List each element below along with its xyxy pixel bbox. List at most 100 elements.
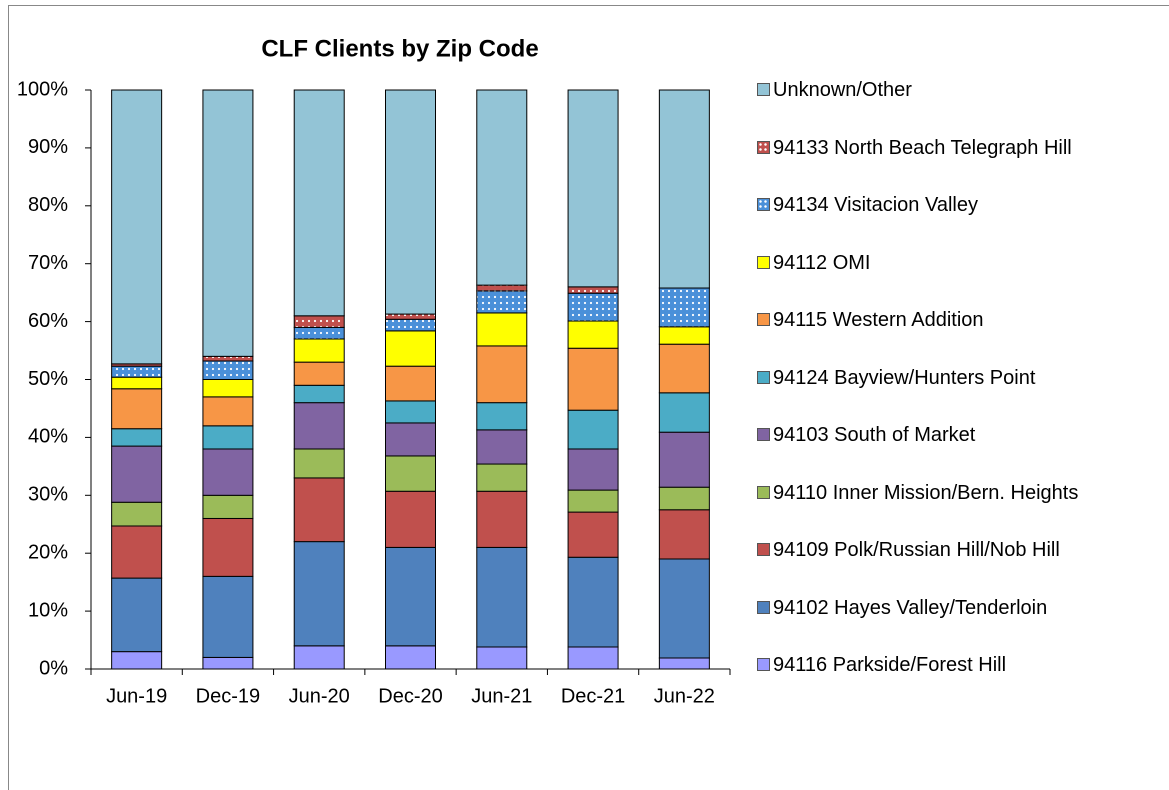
legend-swatch xyxy=(757,198,770,211)
bar-segment xyxy=(111,428,163,447)
bar-segment xyxy=(293,384,345,404)
y-tick-label: 80% xyxy=(28,194,68,216)
bar-segment xyxy=(567,489,619,513)
bar-segment xyxy=(293,89,345,317)
bar-segment xyxy=(567,448,619,491)
bar-segment xyxy=(658,287,710,328)
bar-segment xyxy=(293,315,345,328)
bar-segment xyxy=(385,365,436,402)
legend-item: 94103 South of Market xyxy=(757,424,1147,446)
bar-segment xyxy=(658,326,710,345)
bar-segment xyxy=(202,379,254,398)
x-tick-label: Dec-19 xyxy=(196,685,260,707)
bar-segment xyxy=(476,646,528,670)
bar-segment xyxy=(202,425,254,450)
legend-item: 94110 Inner Mission/Bern. Heights xyxy=(757,482,1147,504)
legend-item: 94124 Bayview/Hunters Point xyxy=(757,367,1147,389)
bar-segment xyxy=(293,477,345,543)
bar-segment xyxy=(202,396,254,427)
bar-segment xyxy=(476,290,528,314)
legend-swatch xyxy=(757,140,770,154)
bar-segment xyxy=(111,651,163,670)
bar-segment xyxy=(385,546,436,647)
bar-segment xyxy=(111,445,163,503)
bar-segment xyxy=(111,525,163,579)
legend-swatch xyxy=(757,428,770,441)
legend-swatch xyxy=(757,658,770,671)
legend-item: 94133 North Beach Telegraph Hill xyxy=(757,137,1147,159)
bar-segment xyxy=(385,645,436,670)
bar-segment xyxy=(111,89,163,365)
x-tick-label: Jun-21 xyxy=(471,685,532,707)
legend-item: 94116 Parkside/Forest Hill xyxy=(757,654,1147,676)
bar-segment xyxy=(476,490,528,548)
chart-title: CLF Clients by Zip Code xyxy=(261,35,538,62)
legend-label: Unknown/Other xyxy=(773,79,912,101)
x-tick-label: Jun-19 xyxy=(106,685,167,707)
bar-segment xyxy=(385,313,436,320)
bar-segment xyxy=(385,422,436,457)
y-tick-label: 10% xyxy=(28,599,68,621)
bar-segment xyxy=(567,89,619,288)
bar-segment xyxy=(293,448,345,479)
legend-swatch xyxy=(757,485,770,499)
bar-segment xyxy=(658,431,710,488)
bar-segment xyxy=(658,657,710,670)
bar-segment xyxy=(567,320,619,349)
bar-segment xyxy=(293,326,345,340)
bar-segment xyxy=(567,556,619,648)
legend-item: 94109 Polk/Russian Hill/Nob Hill xyxy=(757,539,1147,561)
bar-segment xyxy=(476,402,528,431)
bar-segment xyxy=(658,486,710,511)
y-tick-label: 0% xyxy=(39,657,68,679)
legend-label: 94110 Inner Mission/Bern. Heights xyxy=(773,481,1079,504)
y-tick-label: 70% xyxy=(28,252,68,274)
x-tick-label: Dec-20 xyxy=(378,685,442,707)
y-tick-label: 50% xyxy=(28,368,68,390)
y-tick-label: 20% xyxy=(28,541,68,563)
bar-segment xyxy=(658,343,710,394)
legend-label: 94134 Visitacion Valley xyxy=(773,194,978,216)
legend-item: Unknown/Other xyxy=(757,79,1147,101)
bar-segment xyxy=(202,517,254,577)
bar-segment xyxy=(567,286,619,294)
legend-label: 94115 Western Addition xyxy=(773,309,984,331)
bar-segment xyxy=(111,365,163,378)
bar-segment xyxy=(293,645,345,670)
bar-segment xyxy=(293,402,345,450)
bar-segment xyxy=(385,490,436,548)
legend-swatch xyxy=(757,543,770,556)
bar-segment xyxy=(111,376,163,390)
y-tick-label: 30% xyxy=(28,484,68,506)
bar-segment xyxy=(202,89,254,357)
bar-segment xyxy=(202,656,254,670)
bar-segment xyxy=(567,409,619,450)
legend-label: 94112 OMI xyxy=(773,251,871,274)
x-tick-label: Jun-20 xyxy=(289,685,350,707)
y-tick-label: 100% xyxy=(17,78,68,100)
bar-segment xyxy=(385,455,436,492)
x-tick-label: Jun-22 xyxy=(654,685,715,707)
bar-segment xyxy=(658,558,710,659)
bar-segment xyxy=(567,511,619,558)
bar-segment xyxy=(476,312,528,347)
bar-segment xyxy=(202,355,254,362)
legend-item: 94134 Visitacion Valley xyxy=(757,194,1147,216)
bar-segment xyxy=(476,284,528,292)
legend-swatch xyxy=(757,600,770,614)
bar-segment xyxy=(202,360,254,380)
bar-segment xyxy=(567,646,619,670)
bar-segment xyxy=(567,347,619,411)
bar-segment xyxy=(111,388,163,430)
bar-segment xyxy=(293,338,345,363)
bar-segment xyxy=(202,575,254,658)
legend-label: 94116 Parkside/Forest Hill xyxy=(773,654,1007,676)
bar-segment xyxy=(202,494,254,519)
legend-swatch xyxy=(757,83,770,96)
bar-segment xyxy=(476,345,528,404)
y-tick-label: 60% xyxy=(28,310,68,332)
bar-segment xyxy=(476,89,528,286)
bar-segment xyxy=(111,501,163,527)
